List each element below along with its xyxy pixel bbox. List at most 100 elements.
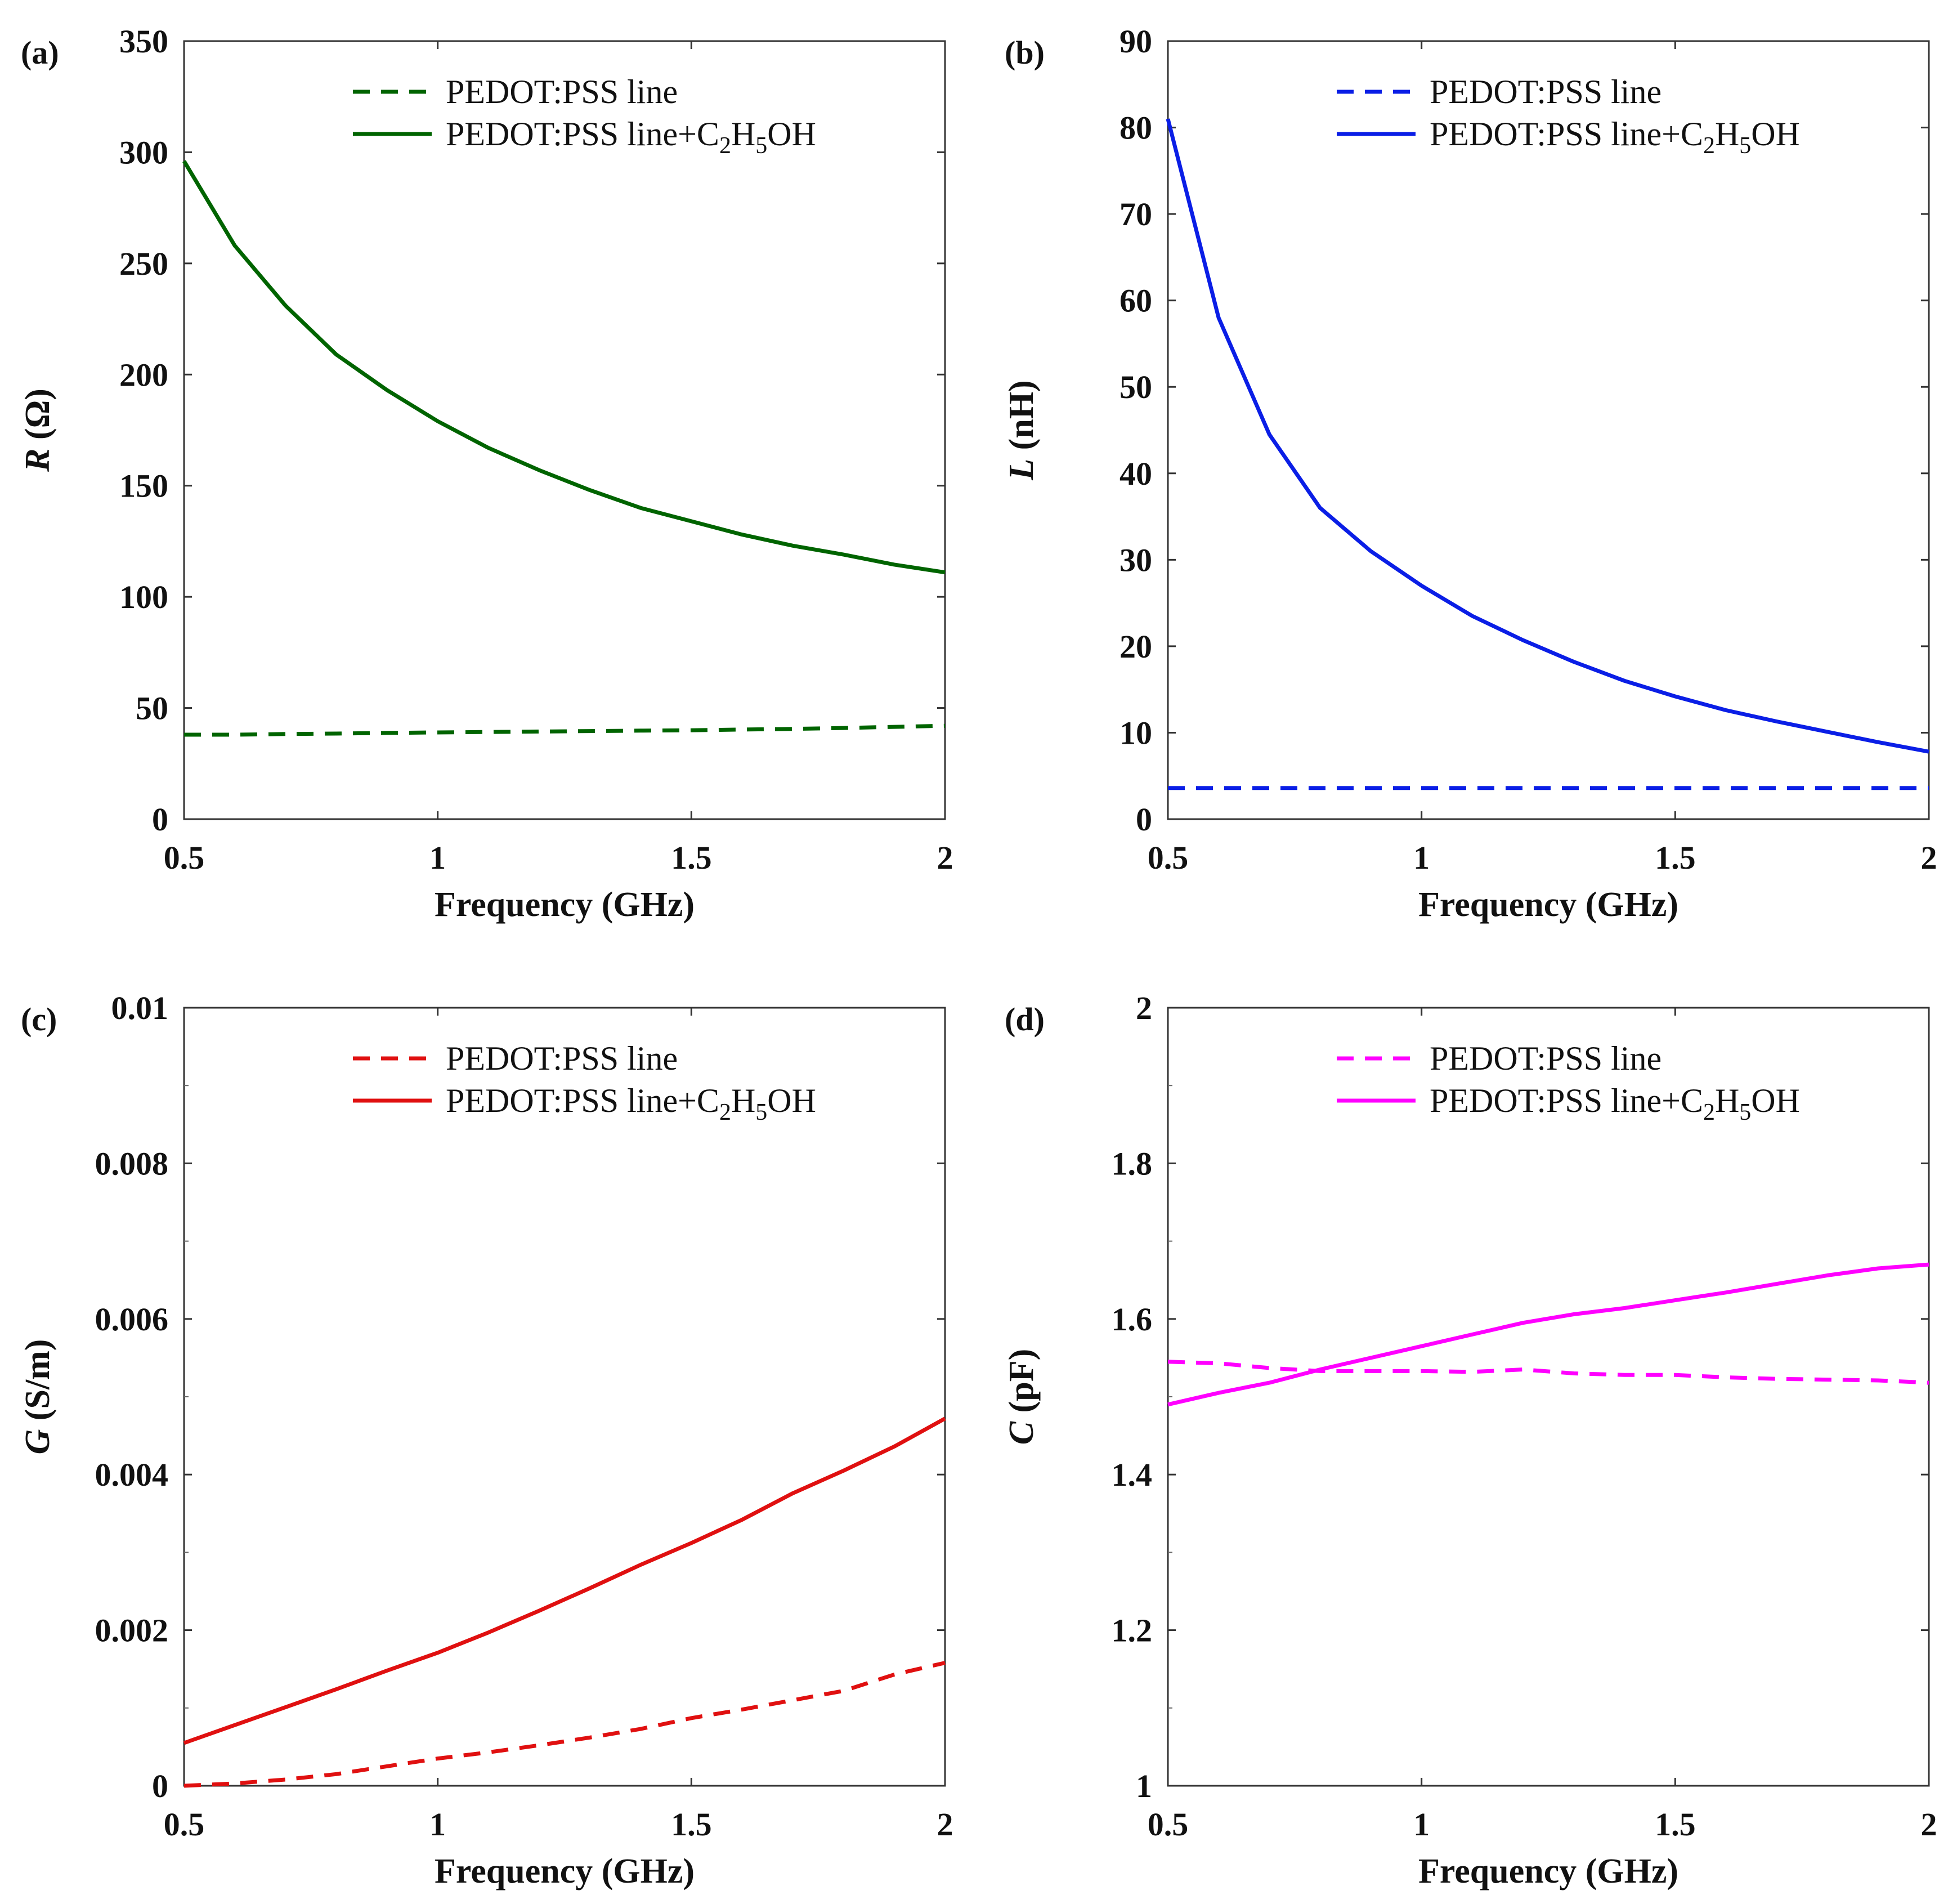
panel-c: (c) 0 0.002 0.004 0.006 0.008 0.01 0.5 1 1.5 2 Freq…	[19, 990, 953, 1890]
legend-formula-part: H	[1715, 1082, 1739, 1119]
legend-formula-part: H	[731, 115, 755, 153]
x-axis-title: Frequency (GHz)	[435, 1852, 695, 1890]
y-tick-label: 1.2	[1112, 1612, 1153, 1649]
y-tick-label: 0.01	[111, 990, 169, 1026]
x-axis-title: Frequency (GHz)	[1418, 1852, 1678, 1890]
legend-formula-part: H	[1715, 115, 1739, 153]
y-tick-label: 90	[1119, 23, 1152, 60]
panel-label: (c)	[21, 1001, 57, 1038]
panel-b: (b) 0 10 20 30 40 50 60 70 80 90 0.5 1 1.5 2 Frequency …	[1002, 23, 1937, 924]
x-tick-label: 0.5	[1148, 1806, 1189, 1843]
x-tick-label: 1.5	[671, 839, 712, 876]
y-tick-label: 20	[1119, 628, 1152, 665]
y-tick-label: 60	[1119, 283, 1152, 319]
legend-label-pedot-pss-ethanol: PEDOT:PSS line+C2H5OH	[1430, 115, 1800, 159]
legend-label-pedot-pss-ethanol: PEDOT:PSS line+C2H5OH	[1430, 1082, 1800, 1125]
x-tick-label: 1	[429, 1806, 446, 1843]
y-tick-label: 350	[119, 23, 168, 60]
legend-formula-part: OH	[1751, 1082, 1800, 1119]
legend-formula-part: OH	[767, 1082, 816, 1119]
legend-text-main: PEDOT:PSS line+C	[446, 115, 719, 153]
y-tick-label: 80	[1119, 110, 1152, 146]
legend-label-pedot-pss-ethanol: PEDOT:PSS line+C2H5OH	[446, 115, 816, 159]
plot-frame	[1167, 40, 1930, 820]
y-tick-label: 0	[1136, 801, 1152, 838]
legend-label-pedot-pss: PEDOT:PSS line	[446, 73, 678, 110]
panel-a: (a) 0 50 100 150 200 250 300 350 0.5 1 1.5 2 Frequenc…	[19, 23, 953, 924]
y-tick-label: 0.004	[95, 1456, 169, 1493]
legend-formula-part: 2	[1703, 1100, 1715, 1125]
x-tick-label: 2	[937, 839, 953, 876]
y-tick-label: 0.008	[95, 1145, 169, 1182]
y-axis-title: R (Ω)	[19, 388, 57, 472]
y-axis-title: L (nH)	[1002, 380, 1041, 480]
y-tick-label: 0	[152, 1768, 168, 1804]
plot-frame	[183, 1007, 946, 1787]
y-axis-title: C (pF)	[1002, 1349, 1041, 1445]
y-tick-label: 10	[1119, 714, 1152, 751]
y-axis-unit: (pF)	[1002, 1349, 1041, 1422]
legend-text-main: PEDOT:PSS line+C	[446, 1082, 719, 1119]
legend-formula-part: 2	[719, 133, 731, 159]
panel-label: (d)	[1005, 1001, 1045, 1038]
legend-label-pedot-pss: PEDOT:PSS line	[1430, 73, 1662, 110]
legend-text-main: PEDOT:PSS line+C	[1430, 1082, 1703, 1119]
y-tick-label: 70	[1119, 196, 1152, 233]
x-axis-title: Frequency (GHz)	[435, 886, 695, 924]
legend-formula-part: 5	[755, 1100, 767, 1125]
legend-label-pedot-pss: PEDOT:PSS line	[1430, 1040, 1662, 1077]
y-tick-label: 50	[136, 690, 168, 727]
y-axis-variable: C	[1002, 1421, 1041, 1445]
x-tick-label: 1.5	[1655, 839, 1696, 876]
y-tick-label: 1.4	[1112, 1456, 1153, 1493]
series-line-pedot-pss-ethanol	[183, 1416, 946, 1745]
y-tick-label: 1	[1136, 1768, 1152, 1804]
y-tick-label: 100	[119, 579, 168, 615]
series-line-pedot-pss-ethanol	[1166, 118, 1929, 754]
legend-formula-part: 5	[755, 133, 767, 159]
x-tick-label: 2	[1921, 1806, 1937, 1843]
y-tick-label: 0.006	[95, 1301, 169, 1338]
y-axis-variable: G	[19, 1429, 57, 1454]
legend-label-pedot-pss-ethanol: PEDOT:PSS line+C2H5OH	[446, 1082, 816, 1125]
x-tick-label: 2	[937, 1806, 953, 1843]
y-axis-unit: (Ω)	[19, 388, 57, 448]
legend-formula-part: H	[731, 1082, 755, 1119]
legend-formula-part: 5	[1739, 133, 1751, 159]
plot-frame	[1167, 1007, 1930, 1787]
y-tick-label: 250	[119, 245, 168, 282]
x-tick-label: 0.5	[164, 839, 205, 876]
y-tick-label: 2	[1136, 990, 1152, 1026]
y-tick-label: 150	[119, 468, 168, 504]
y-tick-label: 50	[1119, 369, 1152, 405]
y-axis-title: G (S/m)	[19, 1339, 57, 1455]
plot-frame	[183, 40, 946, 820]
x-tick-label: 2	[1921, 839, 1937, 876]
y-tick-label: 1.8	[1112, 1145, 1153, 1182]
panel-label: (b)	[1005, 34, 1045, 71]
legend-formula-part: 5	[1739, 1100, 1751, 1125]
y-axis-variable: L	[1002, 459, 1041, 481]
x-tick-label: 1	[429, 839, 446, 876]
y-tick-label: 0	[152, 801, 168, 838]
x-tick-label: 1.5	[1655, 1806, 1696, 1843]
legend-formula-part: 2	[719, 1100, 731, 1125]
legend-formula-part: 2	[1703, 133, 1715, 159]
series-line-pedot-pss-ethanol	[1167, 1262, 1929, 1407]
legend-formula-part: OH	[1751, 115, 1800, 153]
y-tick-label: 30	[1119, 542, 1152, 578]
y-tick-label: 200	[119, 356, 168, 393]
y-axis-unit: (nH)	[1002, 380, 1041, 459]
legend-formula-part: OH	[767, 115, 816, 153]
y-tick-label: 1.6	[1112, 1301, 1153, 1338]
series-line-pedot-pss	[184, 723, 946, 737]
series-line-pedot-pss-ethanol	[182, 160, 946, 575]
y-axis-variable: R	[19, 449, 57, 472]
x-tick-label: 1	[1413, 839, 1430, 876]
y-tick-label: 40	[1119, 455, 1152, 492]
x-tick-label: 1.5	[671, 1806, 712, 1843]
legend-text-main: PEDOT:PSS line+C	[1430, 115, 1703, 153]
x-tick-label: 1	[1413, 1806, 1430, 1843]
legend-label-pedot-pss: PEDOT:PSS line	[446, 1040, 678, 1077]
